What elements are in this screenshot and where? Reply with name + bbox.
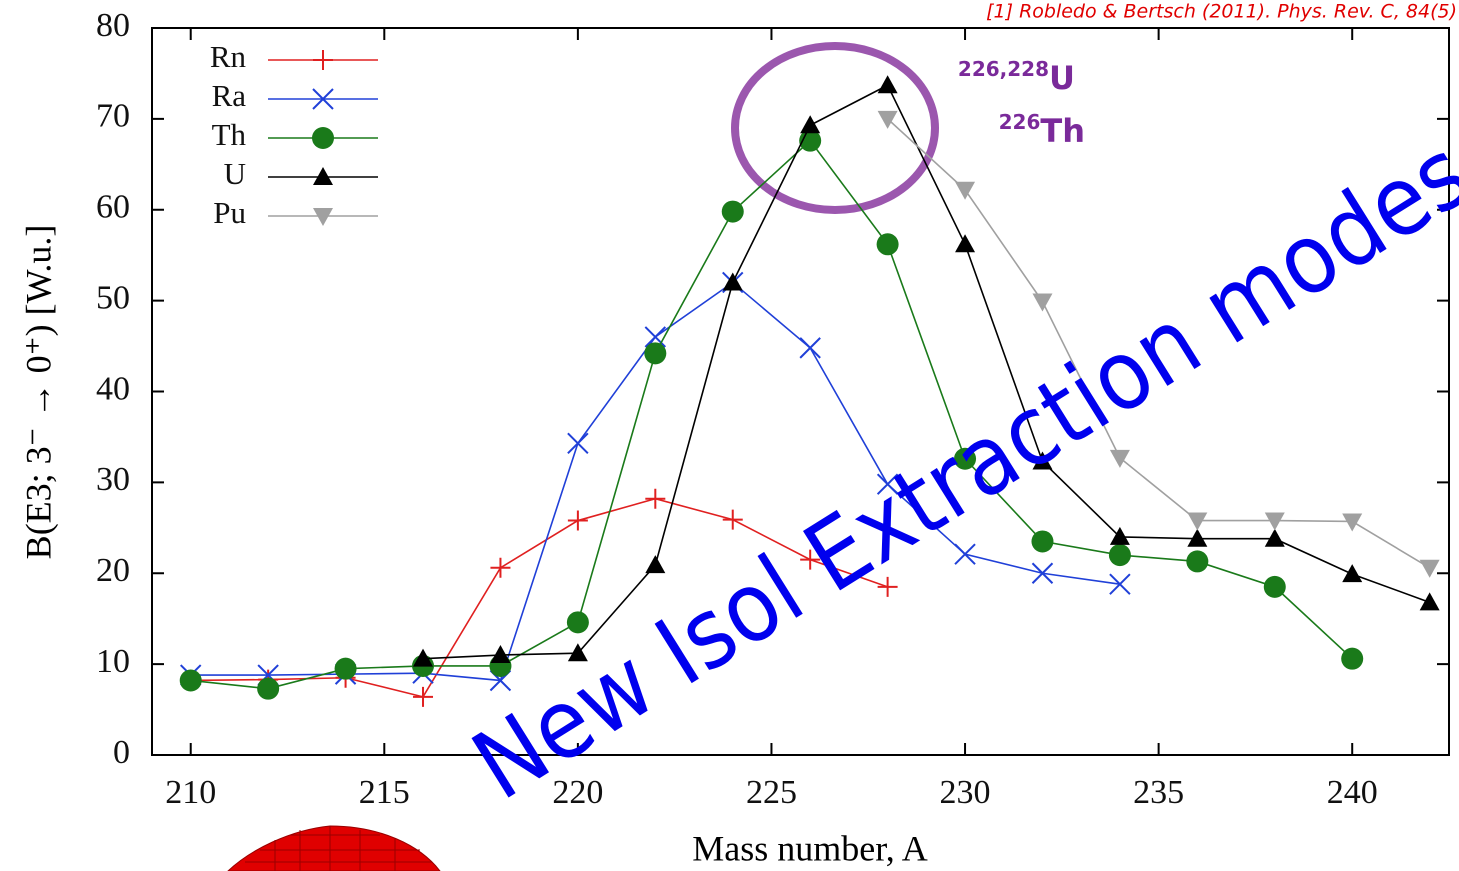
y-tick-label: 0 [113, 734, 130, 771]
legend-marker [313, 208, 333, 226]
marker [413, 648, 434, 667]
marker [1109, 573, 1131, 595]
marker [954, 447, 977, 470]
marker [1031, 530, 1054, 553]
y-tick-label: 30 [96, 461, 130, 498]
annotation: 226,228U [958, 57, 1075, 98]
marker [1187, 512, 1208, 531]
legend-label: Rn [210, 39, 247, 74]
marker [954, 543, 976, 565]
marker [1342, 513, 1363, 532]
marker [1109, 449, 1130, 468]
marker [490, 557, 511, 578]
marker [1109, 526, 1130, 545]
marker [955, 181, 976, 200]
marker [644, 342, 667, 365]
legend-label: Ra [212, 78, 247, 113]
marker [566, 611, 589, 634]
series-line [190, 139, 1353, 690]
marker [1187, 528, 1208, 547]
marker [877, 576, 898, 597]
marker [1264, 528, 1285, 547]
marker [1264, 512, 1285, 531]
marker [876, 233, 899, 256]
marker [567, 510, 588, 531]
marker [877, 110, 898, 129]
marker [877, 75, 898, 94]
marker [413, 686, 434, 707]
x-tick-label: 230 [940, 774, 991, 811]
marker [1342, 564, 1363, 583]
marker [722, 509, 743, 530]
deformed-nucleus [227, 825, 441, 871]
legend-label: Th [212, 117, 247, 152]
marker [645, 488, 666, 509]
marker [490, 645, 511, 664]
marker [644, 326, 667, 348]
series-line [887, 118, 1431, 569]
marker [722, 272, 743, 291]
marker [1419, 592, 1440, 611]
marker [1108, 544, 1131, 567]
x-tick-label: 235 [1133, 774, 1184, 811]
citation: [1] Robledo & Bertsch (2011). Phys. Rev.… [986, 1, 1457, 23]
marker [1031, 562, 1054, 584]
marker [1263, 575, 1286, 598]
x-tick-label: 240 [1327, 774, 1378, 811]
y-tick-label: 60 [96, 189, 130, 226]
x-tick-label: 220 [552, 774, 603, 811]
marker [1032, 451, 1053, 470]
legend-marker [313, 167, 333, 185]
marker [567, 432, 589, 455]
legend-marker [313, 50, 333, 70]
watermark: New Isol Extraction modes [454, 117, 1459, 821]
legend-label: U [224, 156, 246, 191]
marker [334, 657, 357, 680]
x-tick-label: 225 [746, 774, 797, 811]
y-tick-label: 50 [96, 279, 130, 316]
x-axis-label: Mass number, A [692, 828, 928, 868]
marker [1186, 550, 1209, 573]
legend-label: Pu [213, 195, 246, 230]
highlight-circle [731, 42, 939, 214]
annotation: 226Th [999, 110, 1085, 151]
y-tick-label: 20 [96, 552, 130, 589]
nucleus-grid [245, 826, 432, 871]
marker [567, 643, 588, 662]
marker [1419, 559, 1440, 578]
marker [1032, 293, 1053, 312]
marker [257, 677, 280, 700]
x-tick-label: 210 [165, 774, 216, 811]
annotation-sup: 226 [999, 110, 1041, 134]
marker [645, 555, 666, 574]
y-axis-label: B(E3; 3⁻ → 0⁺) [W.u.] [18, 225, 58, 560]
marker [800, 115, 821, 134]
annotation-text: Th [1040, 112, 1085, 150]
marker [799, 337, 821, 359]
legend-marker [312, 127, 334, 149]
series-line [422, 84, 1430, 660]
annotation-sup: 226,228 [958, 57, 1049, 81]
y-tick-label: 70 [96, 98, 130, 135]
y-tick-label: 40 [96, 370, 130, 407]
y-tick-label: 80 [96, 7, 130, 44]
x-tick-label: 215 [359, 774, 410, 811]
annotation-text: U [1049, 59, 1075, 97]
marker [876, 473, 899, 495]
marker [179, 669, 202, 692]
marker [800, 549, 821, 570]
legend-marker [312, 88, 334, 110]
marker [955, 234, 976, 253]
marker [721, 200, 744, 223]
y-tick-label: 10 [96, 643, 130, 680]
marker [1341, 647, 1364, 670]
